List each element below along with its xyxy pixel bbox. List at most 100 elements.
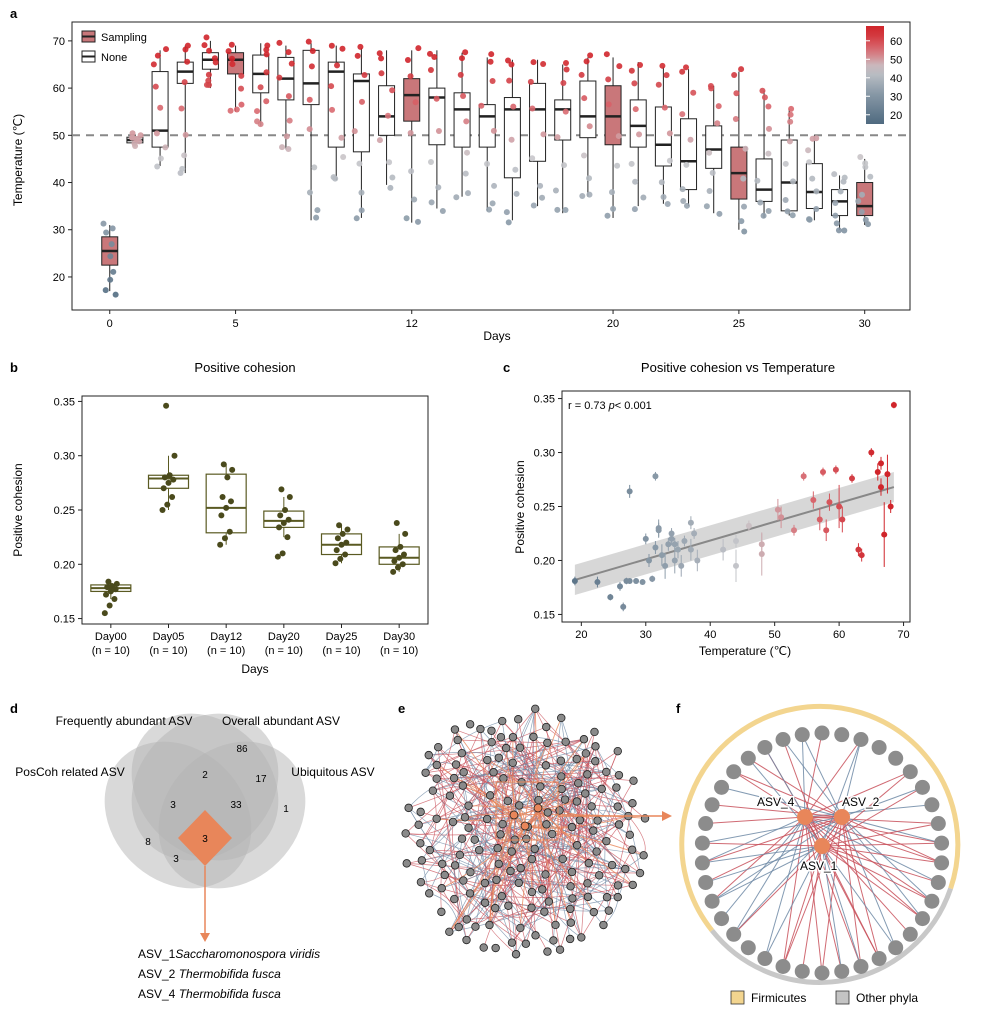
data-point [675, 546, 681, 553]
network-node [414, 820, 423, 830]
network-edge [469, 824, 620, 894]
subnetwork-edge [711, 816, 843, 902]
network-node [567, 867, 577, 877]
panel-letter-d: d [10, 701, 18, 716]
subnetwork-edge [782, 845, 823, 967]
network-edge [437, 747, 467, 941]
data-point [787, 111, 794, 118]
network-node [558, 854, 567, 864]
colorbar-tick-label: 30 [890, 91, 902, 103]
data-point [649, 575, 656, 582]
data-point [607, 594, 614, 601]
data-point [407, 129, 414, 136]
network-node [541, 761, 551, 770]
network-node [540, 907, 549, 916]
network-node [511, 950, 521, 959]
data-point [706, 188, 713, 195]
subnetwork-edge [821, 845, 942, 864]
subnetwork-edge [705, 816, 843, 883]
data-point [632, 178, 639, 185]
panel-a-ylabel: Temperature (℃) [11, 114, 25, 206]
data-point [754, 177, 761, 184]
network-node [613, 802, 622, 811]
data-point [687, 546, 694, 553]
data-point [358, 207, 365, 214]
data-point [339, 45, 346, 52]
data-point [687, 136, 694, 143]
network-node [557, 784, 566, 794]
data-point [616, 63, 623, 70]
data-point [105, 578, 112, 585]
network-edge-hub [505, 748, 526, 827]
subnetwork-node [698, 874, 714, 890]
network-node [568, 894, 577, 903]
data-point [683, 202, 690, 209]
network-node [565, 934, 575, 944]
x-tick-label: Day20 [268, 631, 300, 643]
data-point [153, 130, 160, 137]
network-hub-node [520, 821, 530, 831]
hub-node [814, 838, 830, 854]
network-edge [459, 854, 548, 952]
data-point [586, 191, 593, 198]
data-point [679, 186, 686, 193]
network-node [480, 898, 490, 907]
network-node [455, 850, 465, 860]
x-tick-label: 0 [107, 318, 113, 330]
y-tick-label: 0.20 [534, 555, 555, 567]
data-point [733, 538, 739, 545]
network-edge [470, 781, 522, 873]
network-edge [560, 717, 607, 842]
data-point [408, 168, 415, 175]
data-point [581, 152, 588, 159]
network-node [572, 797, 582, 806]
network-edge-hub [512, 737, 515, 816]
data-point [732, 116, 739, 123]
data-point [282, 507, 289, 513]
data-point [617, 583, 623, 590]
data-point [103, 229, 110, 236]
network-node [514, 878, 524, 888]
data-point [788, 105, 795, 112]
data-point [435, 128, 442, 135]
network-node [591, 757, 600, 766]
data-point [227, 107, 234, 114]
network-hub-node [509, 810, 519, 820]
network-node [491, 903, 500, 913]
subnetwork-edge [804, 816, 823, 974]
data-point [163, 46, 170, 53]
subnetwork-edge [705, 816, 806, 825]
data-point [687, 519, 694, 526]
network-edge [421, 860, 430, 894]
data-point [412, 99, 419, 106]
network-edge-hub [469, 825, 526, 894]
data-point [106, 602, 113, 609]
venn-count: 2 [202, 770, 208, 781]
correlation-annotation: r = 0.73 p< 0.001 [568, 400, 652, 412]
network-node [425, 889, 434, 898]
data-point [132, 143, 139, 150]
subnetwork-node [834, 963, 850, 979]
subnetwork-edge [841, 816, 923, 919]
box-body [654, 106, 672, 167]
data-point [720, 546, 727, 553]
data-point [757, 199, 764, 206]
network-node [522, 834, 531, 844]
data-point [162, 144, 169, 151]
network-node [555, 945, 565, 954]
data-point [605, 76, 612, 83]
hub-label-asv1: ASV_1 [800, 859, 838, 873]
subnetwork-node [814, 965, 830, 981]
subnetwork-node [934, 835, 950, 851]
network-edge-hub [487, 759, 539, 809]
data-point [152, 83, 159, 90]
colorbar-tick-label: 40 [890, 73, 902, 85]
subnetwork-node [914, 779, 930, 795]
panel-c-xlabel: Temperature (℃) [699, 644, 791, 658]
data-point [741, 228, 748, 235]
data-point [652, 544, 659, 551]
data-point [487, 58, 494, 65]
network-node [450, 861, 460, 870]
data-point [435, 184, 442, 191]
y-tick-label: 50 [53, 130, 65, 142]
